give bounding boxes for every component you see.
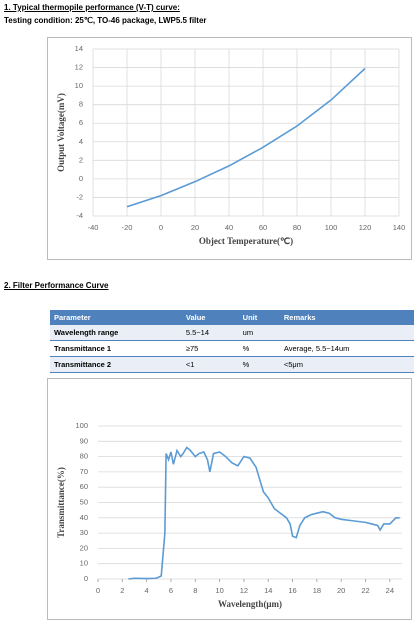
y-tick-label: 0: [84, 574, 88, 583]
line: [126, 67, 366, 208]
x-tick-label: 8: [193, 586, 197, 595]
x-axis-title: Object Temperature(℃): [199, 236, 293, 246]
y-tick-label: 40: [80, 513, 88, 522]
x-tick-label: 18: [313, 586, 321, 595]
cell: Wavelength range: [50, 325, 182, 341]
x-tick-label: -20: [122, 223, 133, 232]
y-tick-label: 20: [80, 543, 88, 552]
header-cell: Unit: [238, 310, 280, 325]
spec-table: Parameter Value Unit Remarks Wavelength …: [50, 310, 414, 373]
y-tick-label: 6: [79, 118, 83, 127]
x-tick-label: 2: [120, 586, 124, 595]
y-tick-label: 50: [80, 497, 88, 506]
x-tick-label: 80: [293, 223, 301, 232]
x-tick-label: 0: [159, 223, 163, 232]
x-tick-label: 6: [169, 586, 173, 595]
x-tick-label: 24: [386, 586, 394, 595]
y-tick-label: 14: [75, 44, 83, 53]
cell: <1: [181, 356, 239, 373]
cell: Average, 5.5~14um: [279, 340, 414, 357]
header-cell: Remarks: [279, 310, 414, 325]
y-tick-label: 90: [80, 436, 88, 445]
y-tick-label: 2: [79, 155, 83, 164]
heading: 2. Filter Performance Curve: [4, 281, 109, 290]
x-tick-label: 14: [264, 586, 272, 595]
x-tick-label: 20: [337, 586, 345, 595]
cell: 5.5~14: [181, 325, 239, 341]
x-axis-title: Wavelength(μm): [218, 599, 282, 609]
cell: Transmittance 1: [50, 340, 182, 357]
x-tick-label: 60: [259, 223, 267, 232]
y-tick-label: 4: [79, 137, 83, 146]
x-tick-label: 22: [361, 586, 369, 595]
x-tick-label: 140: [393, 223, 406, 232]
y-tick-label: -2: [76, 192, 83, 201]
x-tick-label: 16: [288, 586, 296, 595]
x-tick-label: 0: [96, 586, 100, 595]
cell: Transmittance 2: [50, 356, 182, 373]
header-cell: Value: [181, 310, 239, 325]
cell: %: [238, 340, 280, 357]
y-tick-label: 10: [75, 81, 83, 90]
cell: ≥75: [181, 340, 239, 357]
condition: Testing condition: 25℃, TO-46 package, L…: [4, 16, 207, 25]
cell: %: [238, 356, 280, 373]
x-tick-label: 10: [215, 586, 223, 595]
cell: um: [238, 325, 280, 341]
y-tick-label: 8: [79, 100, 83, 109]
x-tick-label: 4: [145, 586, 149, 595]
heading: 1. Typical thermopile performance (V-T) …: [4, 3, 180, 12]
x-tick-label: -40: [88, 223, 99, 232]
cell: [279, 325, 414, 341]
y-axis-title: Transmittance(%): [56, 467, 66, 538]
y-tick-label: 30: [80, 528, 88, 537]
y-tick-label: 12: [75, 63, 83, 72]
cell: <5μm: [279, 356, 414, 373]
y-tick-label: 10: [80, 559, 88, 568]
x-tick-label: 120: [359, 223, 372, 232]
y-tick-label: 0: [79, 174, 83, 183]
y-tick-label: 100: [75, 421, 88, 430]
x-tick-label: 20: [191, 223, 199, 232]
x-tick-label: 12: [240, 586, 248, 595]
x-tick-label: 40: [225, 223, 233, 232]
y-tick-label: 80: [80, 452, 88, 461]
y-tick-label: -4: [76, 211, 83, 220]
header-cell: Parameter: [50, 310, 182, 325]
x-tick-label: 100: [325, 223, 338, 232]
line: [128, 446, 400, 580]
y-axis-title: Output Voltage(mV): [56, 93, 66, 172]
y-tick-label: 70: [80, 467, 88, 476]
y-tick-label: 60: [80, 482, 88, 491]
